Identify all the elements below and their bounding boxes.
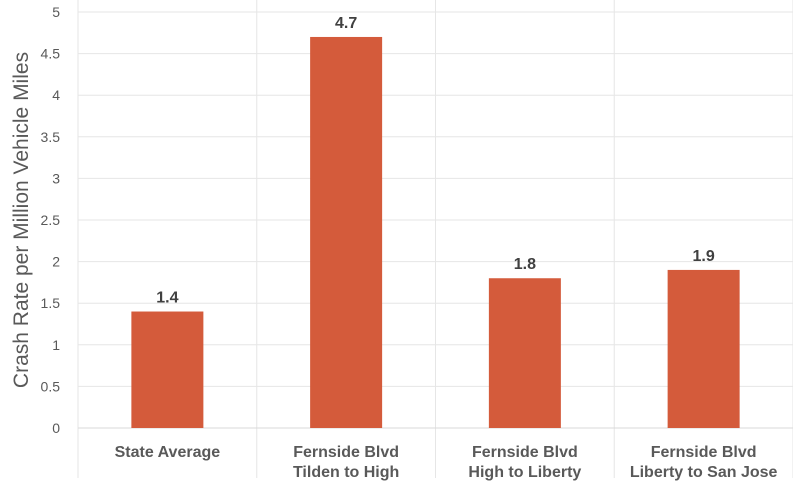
y-tick-label: 4 bbox=[52, 87, 60, 103]
x-tick-label: Liberty to San Jose bbox=[630, 464, 778, 481]
x-axis-ticks: State Average Fernside Blvd Tilden to High… bbox=[115, 444, 778, 481]
bars bbox=[131, 36, 740, 429]
y-tick-label: 4.5 bbox=[41, 46, 61, 62]
bar bbox=[310, 36, 383, 429]
data-label: 1.8 bbox=[514, 256, 536, 273]
y-tick-label: 1 bbox=[52, 337, 60, 353]
x-tick-label: State Average bbox=[115, 444, 221, 461]
x-tick-label: Fernside Blvd bbox=[293, 444, 399, 461]
data-label: 1.9 bbox=[693, 248, 715, 265]
x-tick-label: Tilden to High bbox=[293, 464, 399, 481]
y-tick-label: 1.5 bbox=[41, 295, 61, 311]
bar bbox=[488, 278, 561, 428]
data-label: 4.7 bbox=[335, 15, 357, 32]
y-axis-ticks: 0 0.5 1 1.5 2 2.5 3 3.5 4 4.5 5 bbox=[41, 4, 61, 436]
y-tick-label: 3.5 bbox=[41, 129, 61, 145]
bar bbox=[667, 269, 740, 428]
x-tick-label: Fernside Blvd bbox=[651, 444, 757, 461]
y-tick-label: 0 bbox=[52, 420, 60, 436]
y-tick-label: 0.5 bbox=[41, 378, 61, 394]
bar bbox=[131, 311, 204, 428]
x-tick-label: Fernside Blvd bbox=[472, 444, 578, 461]
y-tick-label: 2 bbox=[52, 254, 60, 270]
y-tick-label: 2.5 bbox=[41, 212, 61, 228]
y-tick-label: 3 bbox=[52, 170, 60, 186]
y-axis-title: Crash Rate per Million Vehicle Miles bbox=[10, 52, 33, 388]
x-tick-label: High to Liberty bbox=[468, 464, 581, 481]
gridlines bbox=[77, 0, 793, 478]
data-label: 1.4 bbox=[156, 290, 178, 307]
y-tick-label: 5 bbox=[52, 4, 60, 20]
data-labels: 1.4 4.7 1.8 1.9 bbox=[156, 15, 715, 307]
